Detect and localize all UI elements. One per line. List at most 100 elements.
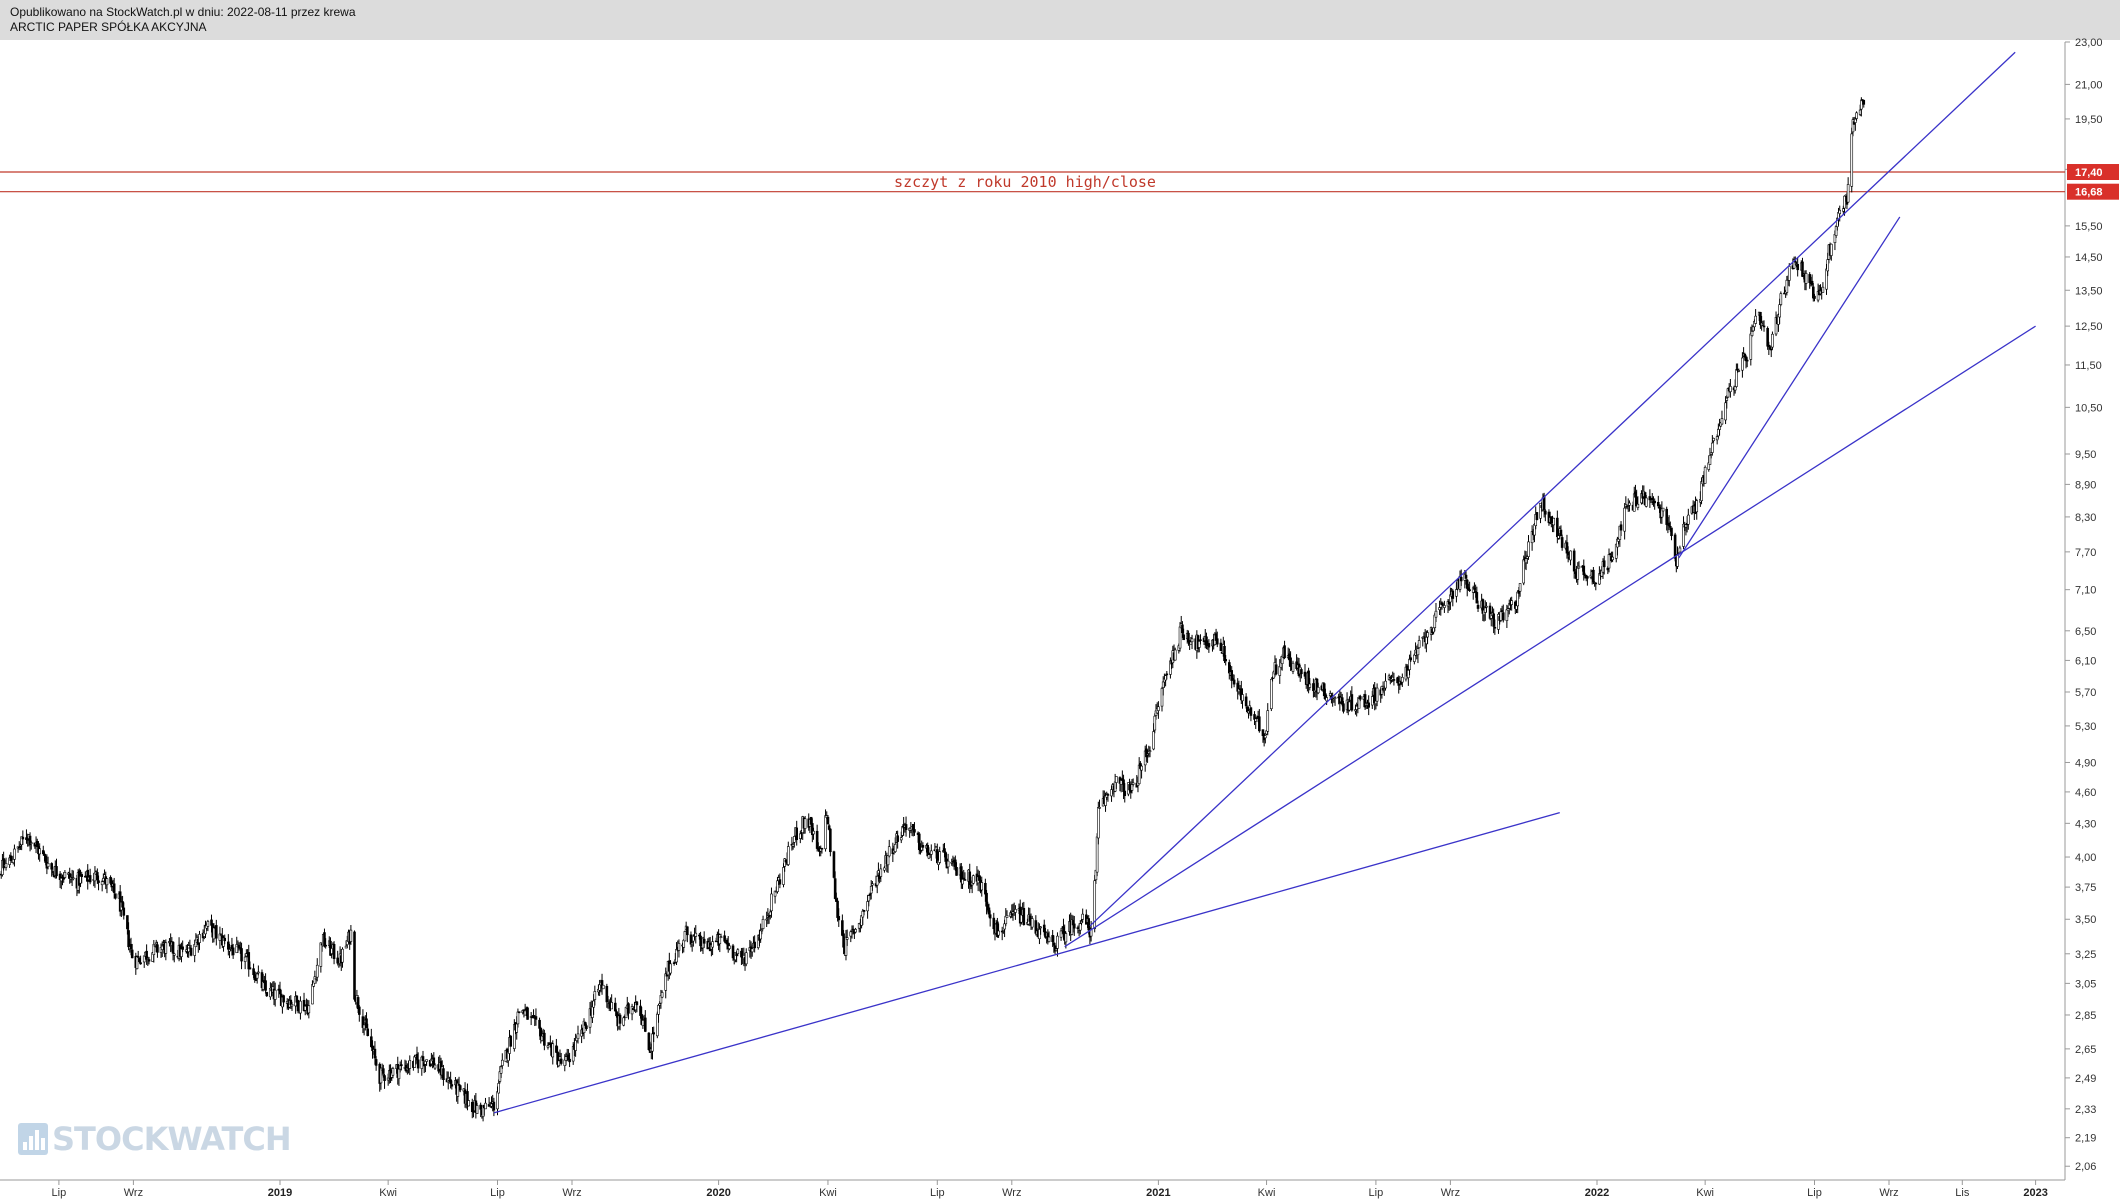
candle: [677, 939, 681, 958]
candle: [675, 942, 678, 966]
candle: [1569, 550, 1572, 566]
candle: [1524, 551, 1528, 571]
candle: [1703, 465, 1707, 484]
candle: [1081, 908, 1084, 923]
candle: [278, 981, 282, 995]
candle: [765, 911, 768, 928]
candle: [1779, 291, 1783, 307]
candle: [1785, 275, 1789, 296]
publication-header: Opublikowano na StockWatch.pl w dniu: 20…: [0, 0, 2120, 40]
y-tick-label: 7,10: [2075, 585, 2096, 597]
candle: [472, 1110, 475, 1118]
candle: [145, 944, 148, 965]
candle: [307, 1000, 311, 1019]
candle: [1507, 599, 1511, 615]
candle: [1838, 205, 1842, 222]
y-tick-label: 4,90: [2075, 757, 2096, 769]
candle: [1533, 523, 1536, 543]
candle: [529, 1011, 533, 1026]
candle: [215, 919, 218, 946]
candle: [1432, 627, 1435, 635]
candle: [404, 1060, 408, 1073]
y-tick-label: 2,19: [2075, 1133, 2096, 1145]
level-badge-label: 17,40: [2075, 167, 2103, 179]
candle: [1577, 561, 1581, 569]
candle: [1224, 655, 1227, 666]
candle: [147, 956, 151, 965]
candle: [1813, 293, 1816, 302]
candle: [1115, 776, 1118, 789]
candle: [1422, 632, 1426, 639]
candle: [719, 933, 723, 939]
candle: [1687, 508, 1690, 530]
candle: [1485, 602, 1488, 613]
candle: [442, 1064, 445, 1086]
candle: [1244, 693, 1248, 709]
logo-chart-icon: [18, 1123, 48, 1155]
candle: [879, 863, 883, 882]
candle: [1119, 779, 1123, 793]
candle: [1851, 117, 1855, 137]
candle: [1199, 634, 1202, 645]
y-tick-label: 23,00: [2075, 37, 2103, 49]
candle: [551, 1040, 555, 1065]
candle: [171, 941, 175, 961]
candle: [223, 934, 227, 945]
candle: [255, 973, 259, 984]
x-tick-label: Kwi: [1696, 1187, 1714, 1199]
y-tick-label: 2,33: [2075, 1104, 2096, 1116]
y-tick-label: 2,85: [2075, 1010, 2096, 1022]
candle: [761, 915, 765, 930]
candle: [370, 1028, 373, 1048]
candle: [273, 982, 277, 1007]
candle: [235, 936, 239, 954]
candle: [349, 925, 353, 945]
candle: [1660, 501, 1664, 524]
candle: [172, 952, 176, 963]
candle: [1123, 783, 1127, 803]
y-tick-label: 5,30: [2075, 721, 2096, 733]
candle: [1375, 683, 1379, 707]
candle: [728, 943, 731, 951]
candle: [997, 923, 1000, 938]
candle: [1850, 127, 1854, 193]
candle: [324, 938, 327, 949]
candle: [2, 851, 5, 871]
candle: [1249, 706, 1253, 722]
candle: [782, 863, 785, 888]
candle: [1682, 516, 1685, 549]
candle: [497, 1079, 500, 1094]
candle: [555, 1038, 558, 1054]
candle: [353, 930, 356, 1001]
candle: [1628, 500, 1631, 512]
candle: [1468, 581, 1471, 592]
candle: [938, 846, 942, 864]
candle: [567, 1049, 570, 1061]
candle: [247, 944, 251, 977]
candle: [543, 1029, 546, 1051]
candle: [1695, 498, 1699, 520]
candle: [1670, 527, 1673, 541]
candle: [773, 890, 777, 904]
y-tick-label: 2,49: [2075, 1073, 2096, 1085]
candle: [1632, 486, 1636, 512]
candle: [156, 941, 159, 958]
candle: [1190, 634, 1194, 650]
candle: [1227, 659, 1231, 680]
candle: [416, 1052, 420, 1074]
candle: [517, 1011, 521, 1014]
candle: [492, 1097, 496, 1117]
candle: [683, 930, 687, 942]
candle: [1559, 525, 1563, 537]
candle: [1644, 494, 1648, 508]
x-tick-label: Wrz: [562, 1187, 581, 1199]
y-tick-label: 9,50: [2075, 449, 2096, 461]
candle: [862, 909, 866, 916]
candle: [635, 1000, 639, 1013]
candle: [72, 870, 75, 881]
candle: [1157, 701, 1160, 719]
candle: [1745, 357, 1749, 368]
candle: [93, 866, 97, 888]
candle: [122, 902, 126, 920]
candle: [88, 868, 92, 885]
